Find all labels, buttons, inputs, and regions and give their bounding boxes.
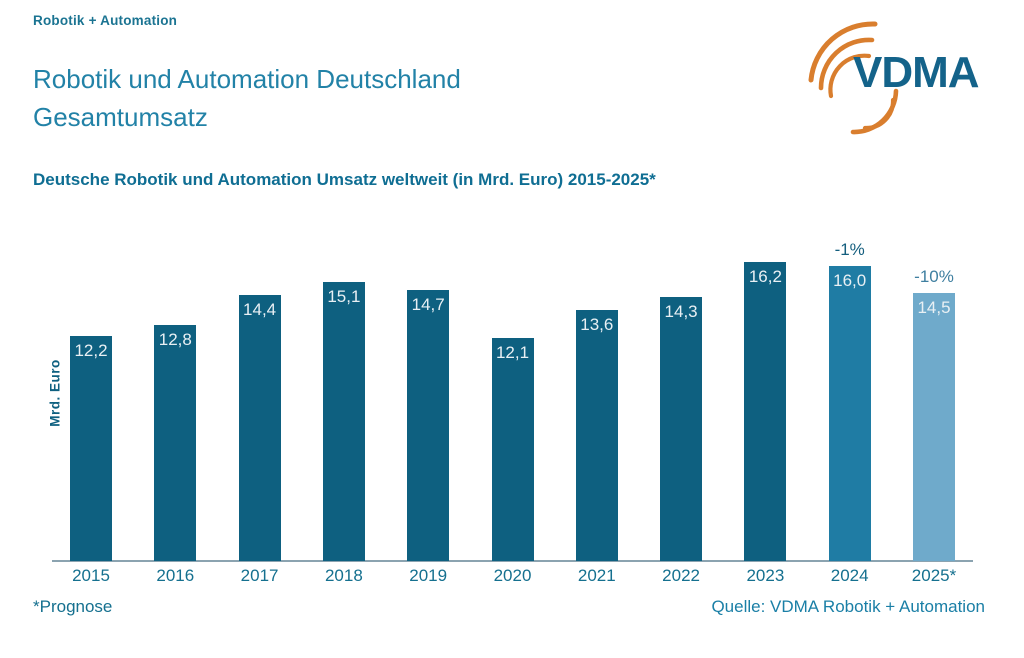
x-tick-label-2020: 2020 [493,566,532,585]
source-credit: Quelle: VDMA Robotik + Automation [711,597,985,616]
x-tick-label-2023: 2023 [746,566,785,585]
bar-value-label: 12,2 [74,341,108,360]
bar-value-label: 13,6 [580,315,614,334]
x-tick-label-2018: 2018 [324,566,363,585]
x-tick-label-2019: 2019 [409,566,448,585]
vdma-logo-arcs-icon [808,21,899,135]
bar-2020: 12,1 [491,338,534,561]
bar-value-label: 16,0 [833,271,867,290]
bar-2021: 13,6 [575,310,618,561]
bar-value-label: 14,5 [917,298,951,317]
bar-2016: 12,8 [154,325,197,561]
x-tick-label-2021: 2021 [577,566,616,585]
bar-2022: 14,3 [660,297,703,561]
x-tick-label-2022: 2022 [662,566,701,585]
bar-value-label: 14,4 [243,300,277,319]
bar-2025*: 14,5 [913,293,955,561]
forecast-footnote: *Prognose [33,597,113,616]
bar-2023: 16,2 [744,262,787,561]
bar-2017: 14,4 [238,295,281,561]
bar-2015: 12,2 [70,336,112,561]
x-tick-label-2025*: 2025* [911,566,957,585]
page-title: Robotik und Automation Deutschland Gesam… [33,64,461,132]
chart-title: Deutsche Robotik und Automation Umsatz w… [33,170,656,189]
bar-2019: 14,7 [407,290,450,561]
x-tick-label-2016: 2016 [156,566,195,585]
bar-value-label: 14,7 [411,295,445,314]
bar-annotation-2024: -1% [834,240,865,259]
bar-2024: 16,0 [828,266,871,561]
vdma-logo-text: VDMA [853,48,980,97]
x-tick-label-2017: 2017 [240,566,279,585]
y-axis-label: Mrd. Euro [47,359,63,427]
bar-2018: 15,1 [322,282,365,561]
bar-value-label: 14,3 [664,302,698,321]
vdma-logo: VDMA [793,14,1024,139]
bar-value-label: 12,1 [495,343,530,362]
x-axis-line [52,560,973,562]
brand-label: Robotik + Automation [33,13,178,28]
bar-value-label: 15,1 [327,287,361,306]
bar-value-label: 12,8 [158,330,192,349]
bar-annotation-2025*: -10% [914,267,954,286]
x-tick-label-2024: 2024 [830,566,869,585]
x-tick-label-2015: 2015 [72,566,110,585]
bar-value-label: 16,2 [748,267,782,286]
